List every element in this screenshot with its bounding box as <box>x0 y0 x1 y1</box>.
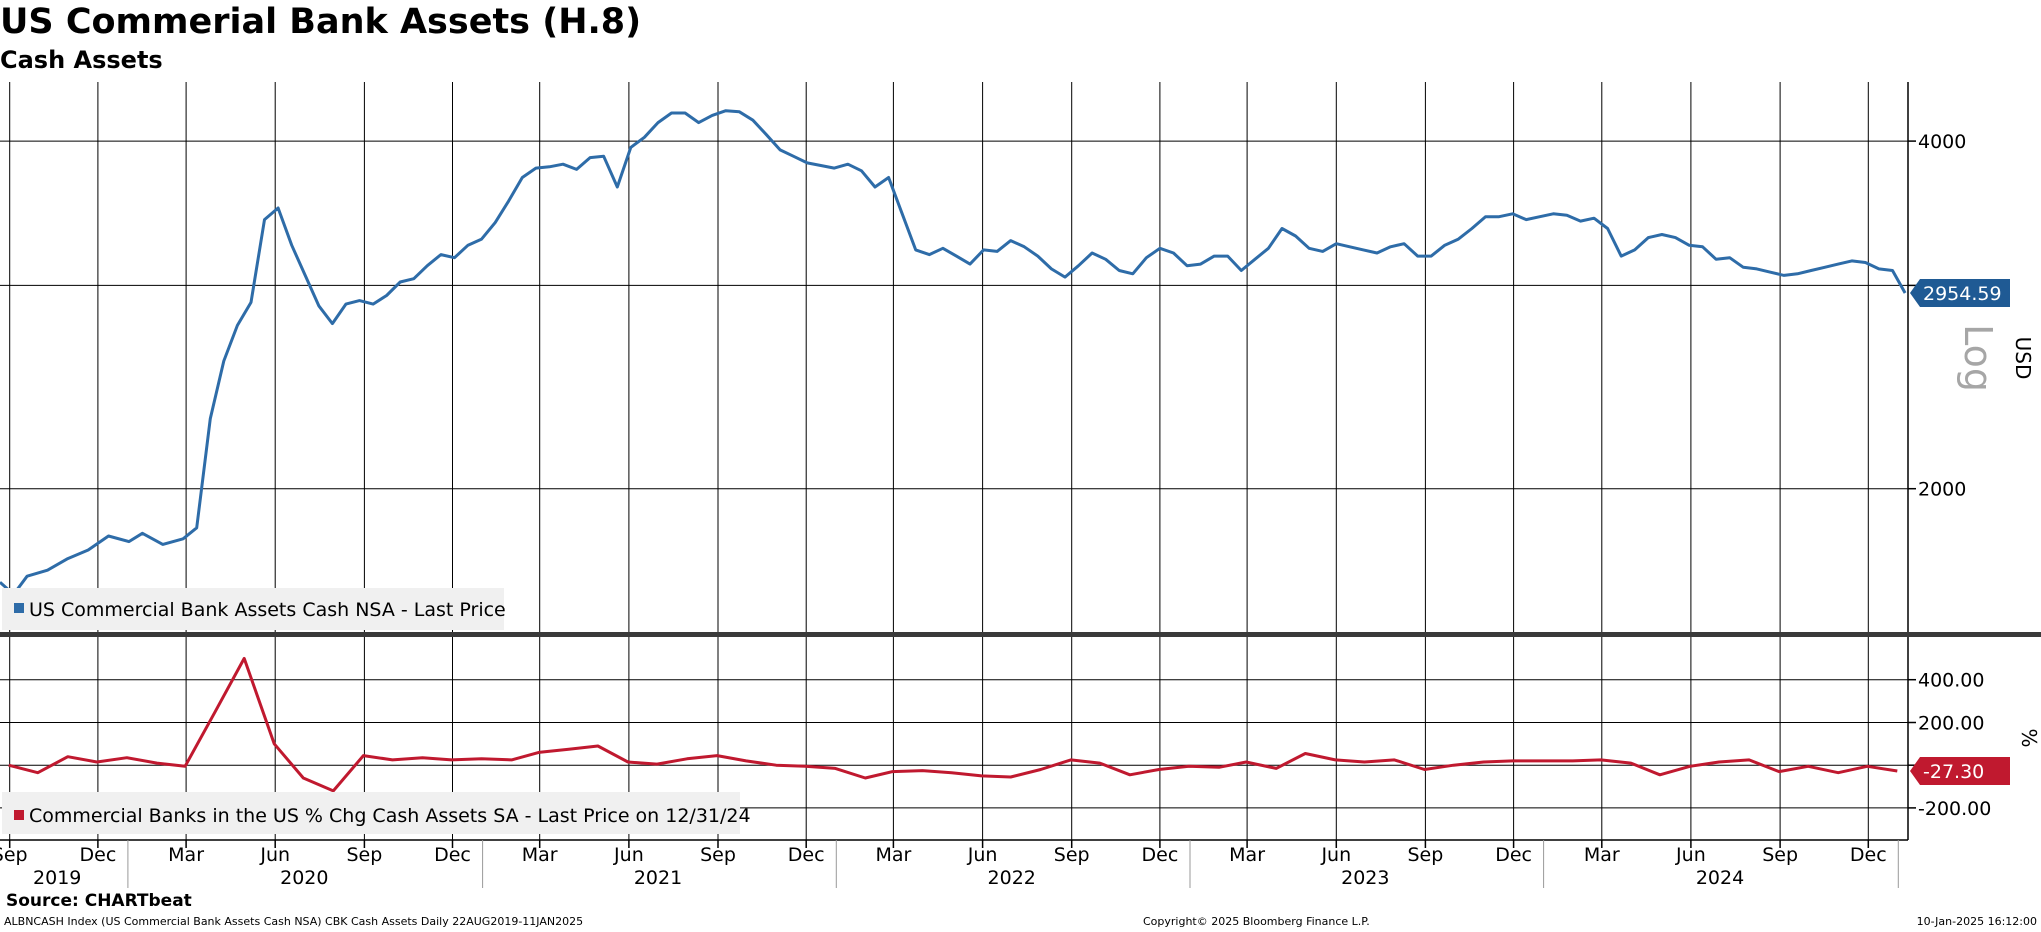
x-month-label: Dec <box>434 844 471 866</box>
x-month-label: Mar <box>168 844 204 866</box>
lower-y-tick-label: -200.00 <box>1918 798 1991 820</box>
lower-y-axis-label: % <box>2017 728 2041 747</box>
x-year-label: 2021 <box>634 867 682 889</box>
upper-legend-text: US Commercial Bank Assets Cash NSA - Las… <box>29 599 506 621</box>
x-month-label: Dec <box>80 844 117 866</box>
lower-last-value-badge <box>1910 757 2010 786</box>
upper-last-value-badge <box>1910 279 2010 308</box>
x-month-label: Mar <box>1229 844 1265 866</box>
x-month-label: Jun <box>1320 844 1351 866</box>
upper-legend-swatch <box>14 603 24 613</box>
x-month-label: Dec <box>788 844 825 866</box>
x-year-label: 2023 <box>1341 867 1389 889</box>
x-month-label: Sep <box>1054 844 1090 866</box>
panel-separator <box>0 632 2041 637</box>
upper-y-axis-label: USD <box>2011 337 2035 380</box>
x-month-label: Jun <box>259 844 290 866</box>
lower-legend-swatch <box>14 810 24 820</box>
footer-timestamp: 10-Jan-2025 16:12:00 <box>1916 915 2037 928</box>
x-month-label: Mar <box>1584 844 1620 866</box>
x-year-label: 2022 <box>988 867 1036 889</box>
upper-y-tick-label: 2000 <box>1918 479 1966 501</box>
x-month-label: Mar <box>875 844 911 866</box>
x-month-label: Jun <box>967 844 998 866</box>
x-axis: Sep Dec Mar Jun Sep Dec Mar Jun Sep Dec Mar Jun Sep D… <box>0 840 1899 889</box>
x-year-label: 2024 <box>1696 867 1744 889</box>
chart-title: US Commerial Bank Assets (H.8) <box>0 2 642 42</box>
upper-plot-background <box>0 82 1908 633</box>
x-year-label: 2019 <box>33 867 81 889</box>
lower-y-tick-label: 400.00 <box>1918 670 1984 692</box>
lower-legend-text: Commercial Banks in the US % Chg Cash As… <box>29 805 751 827</box>
x-month-label: Mar <box>522 844 558 866</box>
source-note: Source: CHARTbeat <box>6 891 192 911</box>
upper-y-tick-label: 4000 <box>1918 131 1966 153</box>
chart-subtitle: Cash Assets <box>0 46 163 74</box>
x-month-label: Sep <box>0 844 28 866</box>
x-month-label: Jun <box>613 844 644 866</box>
x-month-label: Dec <box>1850 844 1887 866</box>
upper-last-value-label: 2954.59 <box>1923 283 2002 305</box>
upper-series-line <box>0 109 1907 596</box>
x-month-label: Sep <box>1407 844 1443 866</box>
x-month-label: Dec <box>1495 844 1532 866</box>
lower-panel: -200.00 200.00 400.00 -27.30 % Commercial … <box>0 637 2041 840</box>
lower-y-tick-label: 200.00 <box>1918 713 1984 735</box>
x-year-label: 2020 <box>280 867 328 889</box>
upper-panel: 2000 4000 2954.59 Log USD US Commercial B… <box>0 82 2035 633</box>
upper-scale-label: Log <box>1956 324 2000 392</box>
x-month-label: Sep <box>346 844 382 866</box>
x-month-label: Dec <box>1142 844 1179 866</box>
upper-legend-box <box>2 588 504 630</box>
x-month-label: Sep <box>1762 844 1798 866</box>
x-month-label: Jun <box>1675 844 1706 866</box>
lower-legend-box <box>2 792 740 834</box>
footer-copyright: Copyright© 2025 Bloomberg Finance L.P. <box>1143 915 1370 928</box>
footer-ticker-info: ALBNCASH Index (US Commercial Bank Asset… <box>4 915 584 928</box>
lower-series-line <box>8 656 1898 793</box>
x-month-label: Sep <box>700 844 736 866</box>
lower-last-value-label: -27.30 <box>1923 761 1984 783</box>
